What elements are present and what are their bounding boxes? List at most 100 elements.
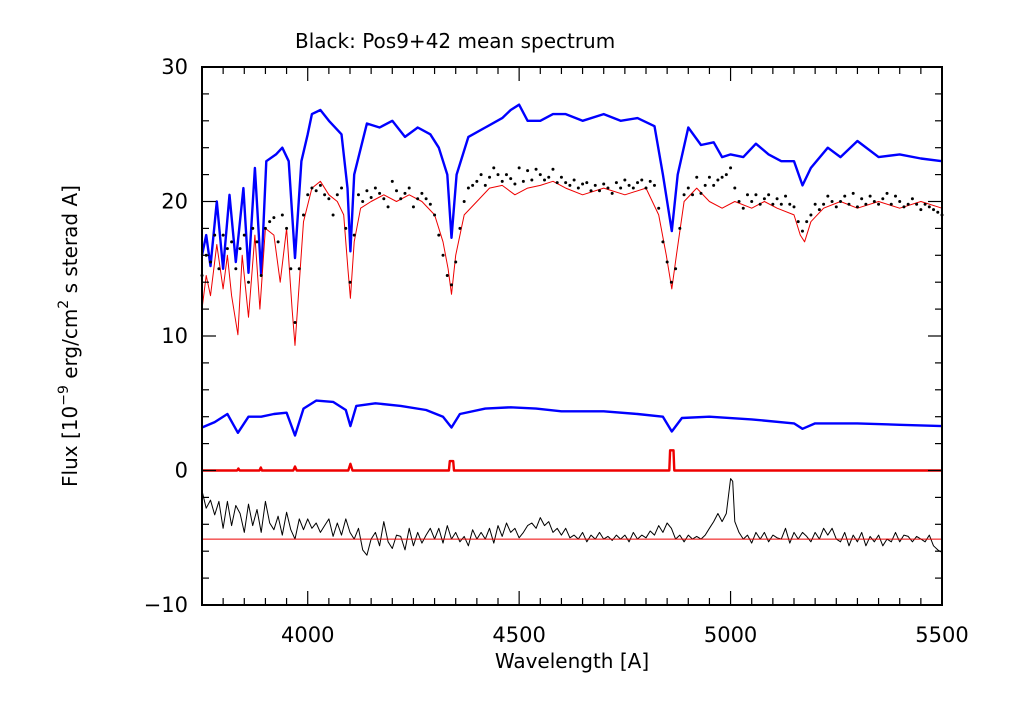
series-4-point-46 bbox=[395, 189, 399, 193]
series-4-point-170 bbox=[919, 208, 923, 212]
series-4-point-51 bbox=[416, 197, 420, 201]
series-4-point-11 bbox=[247, 280, 251, 284]
series-4-point-8 bbox=[234, 267, 238, 271]
series-4-point-116 bbox=[691, 193, 695, 197]
series-4-point-101 bbox=[627, 183, 631, 187]
series-3-line bbox=[201, 180, 943, 346]
series-4-point-99 bbox=[619, 186, 623, 190]
series-4-point-67 bbox=[483, 183, 487, 187]
series-4-point-140 bbox=[792, 205, 796, 209]
series-4-point-119 bbox=[703, 183, 707, 187]
series-4-point-14 bbox=[259, 273, 263, 277]
series-4-point-23 bbox=[297, 267, 301, 271]
series-4-point-85 bbox=[559, 175, 563, 179]
series-4-point-50 bbox=[411, 205, 415, 209]
y-axis-title-suffix: s sterad A] bbox=[58, 185, 82, 300]
series-4-point-35 bbox=[348, 280, 352, 284]
series-4-point-47 bbox=[399, 197, 403, 201]
series-4-point-115 bbox=[686, 186, 690, 190]
x-tick-label: 4000 bbox=[281, 623, 334, 647]
series-4-point-39 bbox=[365, 189, 369, 193]
series-4-point-114 bbox=[682, 193, 686, 197]
series-4-point-169 bbox=[915, 202, 919, 206]
series-4-point-91 bbox=[585, 181, 589, 185]
series-4-point-25 bbox=[306, 193, 310, 197]
series-4-point-109 bbox=[661, 240, 665, 244]
series-4-point-59 bbox=[449, 283, 453, 287]
y-tick-label: 0 bbox=[175, 459, 188, 483]
series-4-point-137 bbox=[779, 202, 783, 206]
series-4-point-98 bbox=[614, 181, 618, 185]
series-4-point-127 bbox=[737, 200, 741, 203]
series-4-point-136 bbox=[775, 197, 779, 201]
series-4-point-60 bbox=[454, 260, 458, 264]
series-4-point-16 bbox=[268, 220, 272, 224]
series-4-point-166 bbox=[902, 205, 906, 209]
series-4-point-74 bbox=[513, 182, 517, 186]
series-4-point-164 bbox=[893, 194, 897, 198]
series-4-point-146 bbox=[817, 208, 821, 212]
series-4-point-22 bbox=[293, 321, 297, 325]
series-4-point-151 bbox=[839, 200, 843, 203]
y-tick-label: 20 bbox=[161, 190, 188, 214]
series-4-point-36 bbox=[352, 233, 356, 237]
series-4-point-34 bbox=[344, 226, 348, 230]
series-4-point-102 bbox=[631, 186, 635, 190]
series-4-point-103 bbox=[636, 181, 640, 185]
series-4-point-97 bbox=[610, 191, 614, 195]
y-axis-title: Flux [10−9 erg/cm2 s sterad A] bbox=[56, 185, 82, 487]
series-4-point-173 bbox=[932, 208, 936, 212]
series-4-point-24 bbox=[301, 213, 305, 217]
series-4-point-152 bbox=[843, 194, 847, 198]
series-0-line bbox=[200, 103, 943, 277]
x-axis-title: Wavelength [A] bbox=[495, 649, 649, 673]
series-4-point-42 bbox=[378, 191, 382, 195]
series-4-point-18 bbox=[276, 240, 280, 244]
x-tick-labels: 4000 4500 5000 5500 bbox=[281, 623, 969, 647]
series-2-line bbox=[202, 449, 942, 472]
series-4-point-70 bbox=[496, 173, 500, 177]
series-4-point-58 bbox=[445, 273, 449, 277]
series-4-point-141 bbox=[796, 220, 800, 224]
series-4-point-38 bbox=[361, 200, 365, 203]
series-4-point-145 bbox=[813, 202, 817, 206]
series-4-point-162 bbox=[885, 191, 889, 195]
series-4-point-138 bbox=[784, 194, 788, 198]
series-4-point-6 bbox=[225, 247, 229, 251]
series-5-line bbox=[201, 478, 943, 556]
x-tick-label: 4500 bbox=[492, 623, 545, 647]
series-4-point-7 bbox=[230, 240, 234, 244]
series-4-point-77 bbox=[526, 169, 530, 173]
series-4-point-72 bbox=[504, 173, 508, 177]
series-4-point-157 bbox=[864, 202, 868, 206]
series-4-point-96 bbox=[606, 186, 610, 190]
series-4-point-45 bbox=[390, 179, 394, 183]
y-axis-title-exp2: 2 bbox=[56, 300, 72, 309]
series-4-point-158 bbox=[868, 194, 872, 198]
series-4-point-172 bbox=[927, 205, 931, 209]
series-4-point-159 bbox=[872, 200, 876, 203]
series-4-point-94 bbox=[597, 189, 601, 193]
series-4-point-126 bbox=[733, 186, 737, 190]
series-4-point-153 bbox=[847, 202, 851, 206]
series-4-points bbox=[200, 166, 944, 325]
series-4-point-62 bbox=[462, 200, 466, 203]
series-4-point-165 bbox=[898, 200, 902, 203]
series-4-point-21 bbox=[289, 267, 293, 271]
series-4-point-29 bbox=[323, 193, 327, 197]
series-4-point-135 bbox=[771, 202, 775, 206]
series-4-point-15 bbox=[263, 226, 267, 230]
series-4-point-54 bbox=[428, 202, 432, 206]
series-4-point-156 bbox=[860, 197, 864, 201]
series-4-point-79 bbox=[534, 167, 538, 171]
series-4-point-95 bbox=[602, 182, 606, 186]
series-4-point-128 bbox=[741, 206, 745, 210]
series-4-point-108 bbox=[657, 206, 661, 210]
series-4-point-89 bbox=[576, 186, 580, 190]
series-4-point-81 bbox=[543, 178, 547, 182]
series-4-point-143 bbox=[805, 220, 809, 224]
series-4-point-142 bbox=[800, 229, 804, 233]
series-layer bbox=[200, 103, 944, 556]
series-4-point-52 bbox=[420, 191, 424, 195]
series-4-point-86 bbox=[564, 181, 568, 185]
